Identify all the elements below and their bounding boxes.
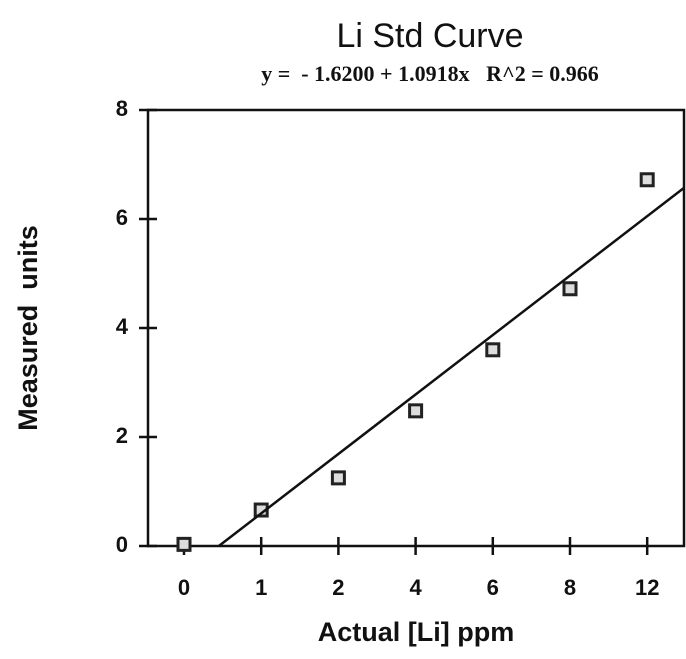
point [639,172,655,188]
x-tick-label: 6 [487,575,499,600]
y-axis-label: Measured units [13,225,43,431]
plot-frame [146,108,686,548]
y-tick-label: 4 [116,314,129,339]
x-tick-label: 4 [409,575,422,600]
y-tick-label: 6 [116,205,128,230]
trend-line [218,186,685,547]
chart-title: Li Std Curve [336,17,523,55]
x-tick-label: 8 [564,575,576,600]
y-tick-label: 2 [116,423,128,448]
x-tick-label: 1 [255,575,267,600]
x-axis-label: Actual [Li] ppm [318,617,515,647]
x-tick-label: 12 [635,575,659,600]
point [485,342,501,358]
y-tick-label: 8 [116,96,128,121]
x-tick-label: 0 [178,575,190,600]
y-tick-label: 0 [116,532,128,557]
point [562,281,578,297]
point [330,470,346,486]
point [176,536,192,552]
point [408,403,424,419]
chart-subtitle: y = - 1.6200 + 1.0918x R^2 = 0.966 [261,61,599,86]
x-tick-label: 2 [332,575,344,600]
